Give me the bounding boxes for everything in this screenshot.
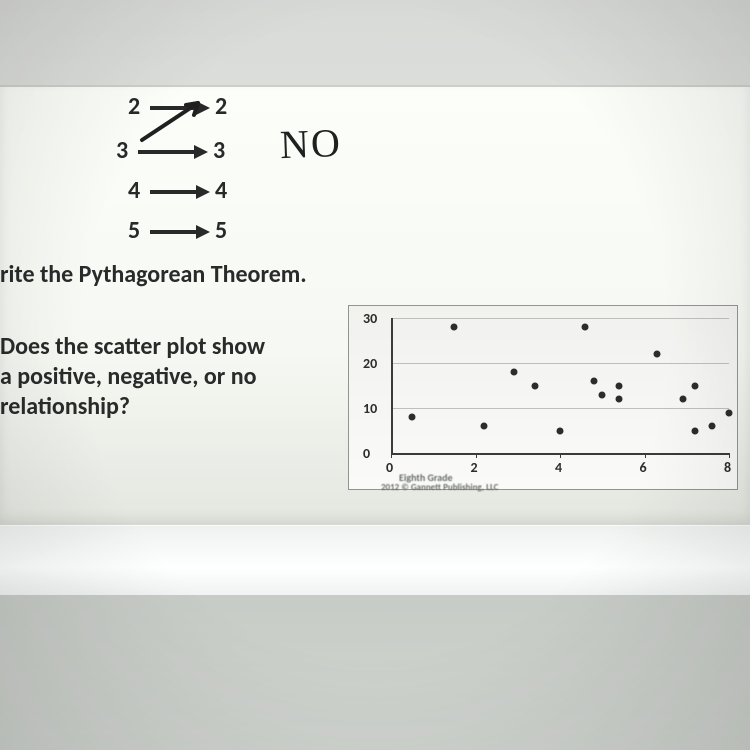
mapping-left: 4 (128, 176, 140, 205)
ytick-label: 10 (363, 400, 383, 417)
scatter-point (616, 396, 623, 403)
ytick-label: 0 (363, 445, 383, 462)
scatter-point (692, 427, 699, 434)
question-scatter-line1: Does the scatter plot show (0, 332, 265, 363)
gridline-h (391, 318, 729, 319)
mapping-right: 4 (215, 176, 227, 205)
xtick-label: 4 (555, 459, 562, 476)
arrow-head-icon (196, 225, 210, 239)
scatter-point (409, 414, 416, 421)
mapping-row: 5 5 (128, 216, 227, 245)
scatter-point (451, 324, 458, 331)
question-pythagorean: rite the Pythagorean Theorem. (0, 260, 307, 291)
mapping-row: 4 4 (128, 176, 227, 205)
arrow-shaft (138, 150, 194, 154)
scatter-point (557, 427, 564, 434)
scatter-point (590, 378, 597, 385)
handwritten-no: NO (279, 119, 342, 168)
ytick-label: 30 (363, 310, 383, 327)
scatter-point (531, 382, 538, 389)
scatter-point (679, 396, 686, 403)
gridline-h (391, 363, 729, 364)
scatter-point (616, 382, 623, 389)
scatter-point (654, 351, 661, 358)
ytick-label: 20 (363, 355, 383, 372)
footer-line2: 2012 © Gannett Publishing, LLC (381, 482, 498, 493)
question-scatter-line3: relationship? (0, 392, 130, 423)
xtick-label: 8 (724, 459, 731, 476)
hand-arrow-3-to-2 (132, 95, 222, 150)
xtick-label: 0 (386, 459, 393, 476)
x-axis (391, 453, 729, 455)
xtick-label: 6 (640, 459, 647, 476)
xtick-label: 2 (471, 459, 478, 476)
scatter-chart: 010203002468 Eighth Grade 2012 © Gannett… (348, 305, 738, 490)
arrow-shaft (150, 190, 196, 194)
xtick (729, 453, 730, 458)
scatter-point (709, 423, 716, 430)
y-axis (391, 318, 393, 453)
mapping-right: 5 (215, 216, 227, 245)
arrow-shaft (150, 230, 196, 234)
plot-area: 010203002468 (391, 318, 729, 453)
mapping-left: 3 (116, 136, 128, 165)
mapping-left: 5 (128, 216, 140, 245)
scatter-point (480, 423, 487, 430)
gridline-h (391, 408, 729, 409)
whiteboard-edge (0, 525, 750, 595)
arrow-head-icon (196, 185, 210, 199)
scatter-point (510, 369, 517, 376)
scatter-point (599, 391, 606, 398)
question-scatter-line2: a positive, negative, or no (0, 362, 256, 393)
scatter-point (582, 324, 589, 331)
scatter-point (726, 409, 733, 416)
scatter-point (692, 382, 699, 389)
